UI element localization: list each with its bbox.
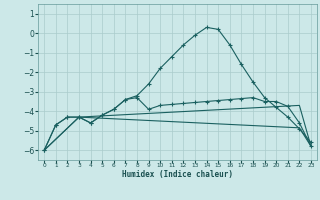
X-axis label: Humidex (Indice chaleur): Humidex (Indice chaleur) — [122, 170, 233, 179]
